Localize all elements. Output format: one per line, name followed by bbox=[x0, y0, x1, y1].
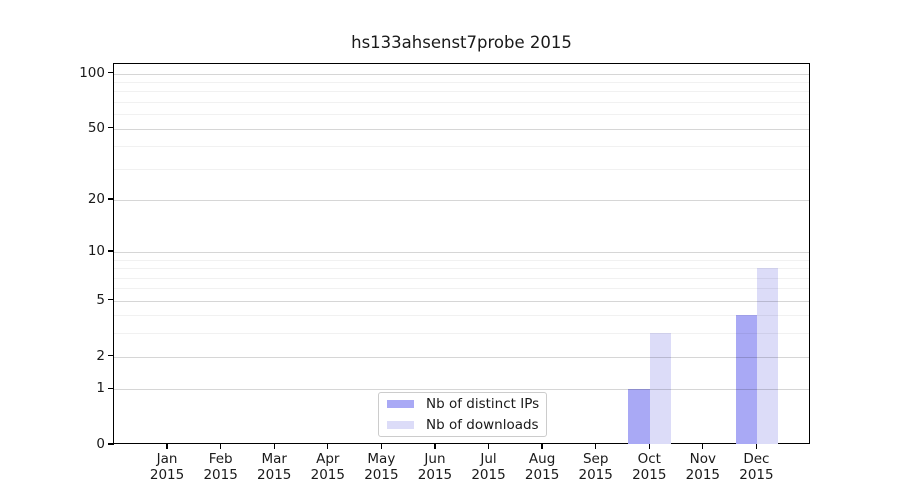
x-tick-year: 2015 bbox=[632, 467, 667, 483]
legend-swatch-downloads bbox=[387, 420, 414, 430]
legend-item-distinct-ips: Nb of distinct IPs bbox=[387, 396, 546, 413]
x-tick-month: Sep bbox=[582, 450, 609, 467]
legend-label-distinct-ips: Nb of distinct IPs bbox=[426, 396, 540, 412]
x-tick-year: 2015 bbox=[578, 467, 613, 483]
y-gridline-minor bbox=[114, 91, 809, 93]
x-tick-mark bbox=[220, 444, 222, 449]
y-gridline-minor bbox=[114, 288, 809, 290]
x-tick-year: 2015 bbox=[524, 467, 560, 483]
y-gridline-minor bbox=[114, 268, 809, 270]
legend: Nb of distinct IPs Nb of downloads bbox=[378, 392, 547, 437]
legend-item-downloads: Nb of downloads bbox=[387, 417, 546, 434]
y-tick-mark bbox=[108, 443, 114, 445]
y-tick-mark bbox=[108, 299, 114, 301]
y-gridline-major bbox=[114, 356, 809, 358]
y-gridline-minor bbox=[114, 259, 809, 261]
y-gridline-minor bbox=[114, 168, 809, 170]
y-gridline-minor bbox=[114, 146, 809, 148]
x-tick-month: Jan bbox=[156, 450, 178, 467]
x-tick-month: Apr bbox=[316, 450, 340, 467]
x-tick-mark bbox=[541, 444, 543, 449]
x-tick-year: 2015 bbox=[310, 467, 345, 483]
x-tick-month: Nov bbox=[689, 450, 717, 467]
bar-distinct-ips-oct bbox=[628, 389, 650, 444]
x-tick-month: May bbox=[367, 450, 396, 467]
y-tick-label: 50 bbox=[87, 119, 105, 136]
x-tick-mark bbox=[755, 444, 758, 449]
bars-layer bbox=[114, 64, 809, 444]
y-tick-mark bbox=[108, 354, 114, 357]
x-tick-year: 2015 bbox=[149, 467, 185, 483]
x-tick-label-jul: Jul 2015 bbox=[454, 451, 524, 484]
y-tick-label: 10 bbox=[87, 242, 105, 259]
y-gridline-major bbox=[114, 300, 809, 302]
y-gridline-minor bbox=[114, 81, 809, 83]
x-tick-mark bbox=[648, 444, 650, 449]
x-tick-year: 2015 bbox=[471, 467, 506, 483]
x-tick-month: Dec bbox=[743, 450, 770, 467]
x-tick-label-mar: Mar 2015 bbox=[239, 451, 309, 484]
x-tick-month: Jun bbox=[424, 450, 446, 467]
x-tick-mark bbox=[273, 444, 275, 449]
y-tick-label: 100 bbox=[79, 64, 105, 81]
y-tick-mark bbox=[108, 71, 114, 74]
y-tick-label: 0 bbox=[96, 436, 105, 452]
y-gridline-minor bbox=[114, 333, 809, 335]
x-tick-label-oct: Oct 2015 bbox=[614, 451, 684, 484]
legend-label-downloads: Nb of downloads bbox=[426, 417, 539, 433]
y-gridline-major bbox=[114, 251, 809, 253]
x-tick-mark bbox=[434, 444, 436, 449]
y-gridline-minor bbox=[114, 114, 809, 116]
y-tick-mark bbox=[108, 126, 114, 129]
bar-downloads-dec bbox=[756, 268, 779, 444]
x-tick-year: 2015 bbox=[739, 467, 774, 483]
x-tick-month: Aug bbox=[528, 450, 556, 467]
x-tick-mark bbox=[166, 444, 168, 449]
y-gridline-minor bbox=[114, 315, 809, 317]
x-tick-year: 2015 bbox=[257, 467, 292, 483]
y-gridline-minor bbox=[114, 101, 809, 103]
x-tick-mark bbox=[595, 444, 597, 449]
x-tick-mark bbox=[327, 444, 329, 449]
x-tick-mark bbox=[487, 444, 490, 449]
x-tick-mark bbox=[702, 444, 704, 449]
y-tick-label: 20 bbox=[87, 190, 105, 207]
legend-swatch-distinct-ips bbox=[387, 399, 414, 409]
y-gridline-major bbox=[114, 128, 809, 130]
bar-distinct-ips-dec bbox=[735, 315, 757, 444]
x-tick-month: Feb bbox=[208, 450, 233, 467]
x-tick-label-jan: Jan 2015 bbox=[132, 451, 202, 484]
x-tick-label-nov: Nov 2015 bbox=[668, 451, 738, 484]
plot-area bbox=[113, 63, 810, 444]
y-gridline-major bbox=[114, 199, 809, 201]
x-tick-month: Mar bbox=[261, 450, 287, 467]
x-tick-year: 2015 bbox=[364, 467, 399, 483]
x-tick-label-may: May 2015 bbox=[346, 451, 416, 484]
x-tick-label-jun: Jun 2015 bbox=[400, 451, 470, 484]
y-tick-mark bbox=[108, 387, 114, 389]
chart-title: hs133ahsenst7probe 2015 bbox=[351, 33, 572, 52]
y-gridline-minor bbox=[114, 277, 809, 279]
x-tick-label-dec: Dec 2015 bbox=[721, 451, 791, 484]
x-tick-year: 2015 bbox=[417, 467, 453, 483]
y-tick-label: 5 bbox=[96, 291, 105, 308]
x-tick-label-feb: Feb 2015 bbox=[186, 451, 256, 484]
y-tick-mark bbox=[108, 250, 114, 252]
x-tick-year: 2015 bbox=[685, 467, 721, 483]
x-tick-mark bbox=[380, 444, 383, 449]
x-tick-year: 2015 bbox=[203, 467, 238, 483]
grid-layer bbox=[114, 64, 809, 443]
y-gridline-major bbox=[114, 389, 809, 391]
y-tick-mark bbox=[108, 198, 114, 200]
x-tick-label-apr: Apr 2015 bbox=[293, 451, 363, 484]
y-tick-label: 1 bbox=[96, 380, 105, 397]
x-tick-label-sep: Sep 2015 bbox=[561, 451, 631, 484]
y-gridline-major bbox=[114, 73, 809, 75]
x-tick-label-aug: Aug 2015 bbox=[507, 451, 577, 484]
y-tick-label: 2 bbox=[96, 347, 105, 364]
x-tick-month: Oct bbox=[637, 450, 661, 467]
x-tick-month: Jul bbox=[480, 450, 497, 467]
bar-downloads-oct bbox=[649, 333, 672, 444]
